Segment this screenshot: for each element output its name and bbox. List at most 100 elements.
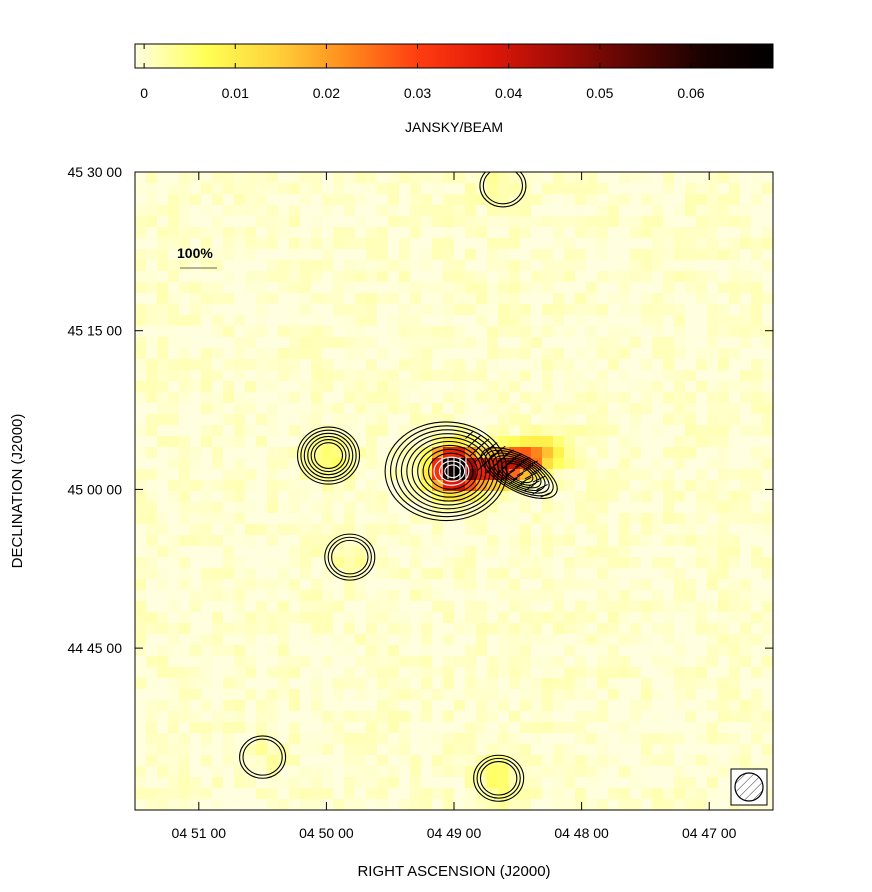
intensity-pixel	[663, 678, 675, 690]
contour-ring	[473, 754, 525, 802]
intensity-pixel	[223, 623, 235, 635]
intensity-pixel	[762, 623, 773, 635]
intensity-pixel	[267, 722, 279, 734]
intensity-pixel	[619, 513, 631, 525]
intensity-pixel	[388, 623, 400, 635]
intensity-pixel	[531, 403, 543, 415]
intensity-pixel	[553, 612, 565, 624]
intensity-pixel	[476, 612, 488, 624]
intensity-pixel	[707, 491, 719, 503]
intensity-pixel	[663, 469, 675, 481]
intensity-pixel	[575, 535, 587, 547]
intensity-pixel	[267, 766, 279, 778]
intensity-pixel	[234, 535, 246, 547]
intensity-pixel	[256, 172, 268, 184]
intensity-pixel	[487, 194, 499, 206]
intensity-pixel	[322, 480, 334, 492]
intensity-pixel	[597, 348, 609, 360]
intensity-pixel	[344, 458, 356, 470]
intensity-pixel	[740, 425, 752, 437]
intensity-pixel	[564, 535, 576, 547]
intensity-pixel	[190, 370, 202, 382]
intensity-pixel	[146, 601, 158, 613]
intensity-pixel	[344, 480, 356, 492]
intensity-pixel	[476, 260, 488, 272]
intensity-pixel	[575, 205, 587, 217]
intensity-pixel	[652, 172, 664, 184]
intensity-pixel	[135, 733, 147, 745]
intensity-pixel	[289, 293, 301, 305]
intensity-pixel	[421, 403, 433, 415]
polarization-vector	[496, 445, 506, 453]
intensity-pixel	[399, 447, 411, 459]
intensity-pixel	[344, 381, 356, 393]
intensity-pixel	[366, 304, 378, 316]
intensity-pixel	[531, 183, 543, 195]
intensity-pixel	[641, 359, 653, 371]
intensity-pixel	[586, 370, 598, 382]
intensity-pixel	[322, 700, 334, 712]
intensity-pixel	[740, 205, 752, 217]
intensity-pixel	[135, 348, 147, 360]
intensity-pixel	[278, 359, 290, 371]
intensity-pixel	[245, 238, 257, 250]
intensity-pixel	[212, 271, 224, 283]
intensity-pixel	[410, 535, 422, 547]
intensity-pixel	[476, 447, 488, 459]
intensity-pixel	[575, 546, 587, 558]
intensity-pixel	[234, 667, 246, 679]
intensity-pixel	[322, 557, 334, 569]
intensity-pixel	[696, 216, 708, 228]
intensity-pixel	[509, 447, 521, 459]
intensity-pixel	[652, 711, 664, 723]
intensity-pixel	[762, 183, 773, 195]
intensity-pixel	[696, 634, 708, 646]
intensity-pixel	[333, 513, 345, 525]
intensity-pixel	[234, 678, 246, 690]
intensity-pixel	[454, 777, 466, 789]
intensity-pixel	[223, 788, 235, 800]
intensity-pixel	[256, 359, 268, 371]
intensity-pixel	[575, 425, 587, 437]
intensity-pixel	[476, 392, 488, 404]
intensity-pixel	[289, 172, 301, 184]
intensity-pixel	[168, 634, 180, 646]
intensity-pixel	[168, 678, 180, 690]
intensity-pixel	[520, 260, 532, 272]
intensity-pixel	[377, 370, 389, 382]
intensity-pixel	[465, 469, 477, 481]
intensity-pixel	[553, 645, 565, 657]
intensity-pixel	[542, 777, 554, 789]
intensity-pixel	[487, 227, 499, 239]
intensity-pixel	[696, 315, 708, 327]
intensity-pixel	[223, 436, 235, 448]
intensity-pixel	[718, 227, 730, 239]
intensity-pixel	[619, 370, 631, 382]
intensity-pixel	[388, 722, 400, 734]
intensity-pixel	[630, 634, 642, 646]
intensity-pixel	[322, 172, 334, 184]
intensity-pixel	[190, 700, 202, 712]
intensity-pixel	[333, 436, 345, 448]
intensity-pixel	[476, 645, 488, 657]
contour-ring	[307, 435, 350, 476]
intensity-pixel	[157, 403, 169, 415]
intensity-pixel	[509, 326, 521, 338]
polarization-vector	[491, 449, 502, 458]
intensity-pixel	[630, 689, 642, 701]
intensity-pixel	[718, 711, 730, 723]
intensity-pixel	[146, 337, 158, 349]
intensity-pixel	[377, 392, 389, 404]
intensity-pixel	[278, 799, 290, 810]
intensity-pixel	[762, 337, 773, 349]
intensity-pixel	[432, 183, 444, 195]
intensity-pixel	[245, 711, 257, 723]
intensity-pixel	[564, 623, 576, 635]
intensity-pixel	[410, 414, 422, 426]
intensity-pixel	[212, 678, 224, 690]
intensity-pixel	[465, 227, 477, 239]
intensity-pixel	[575, 777, 587, 789]
intensity-pixel	[212, 568, 224, 580]
intensity-pixel	[355, 513, 367, 525]
intensity-pixel	[179, 216, 191, 228]
